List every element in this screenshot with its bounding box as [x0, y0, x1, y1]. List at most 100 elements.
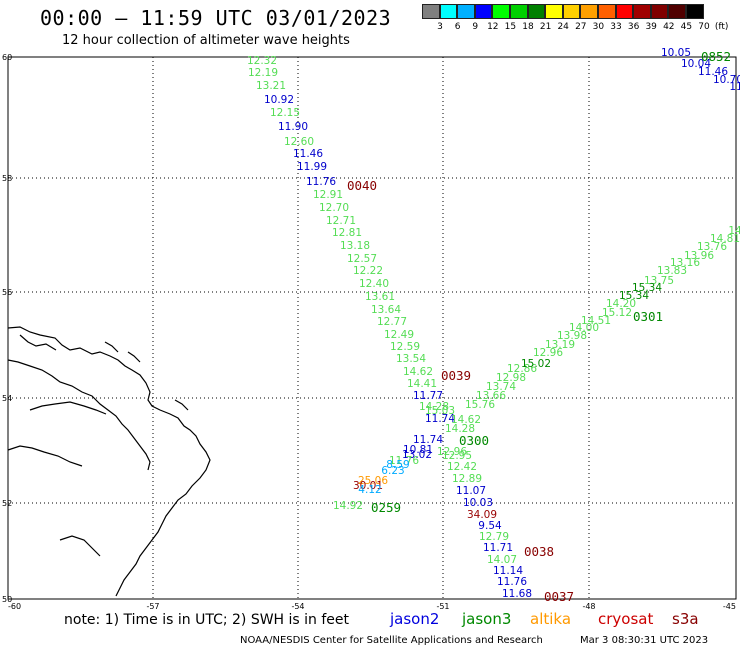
- color-swatch-1: [439, 4, 458, 19]
- color-swatch-12: [633, 4, 651, 19]
- lat-tick-label: 60: [2, 53, 12, 62]
- swh-value: 14.07: [487, 554, 517, 566]
- swh-value: 11.46: [293, 148, 323, 160]
- color-swatch-10: [597, 4, 616, 19]
- lat-tick-label: 58: [2, 174, 12, 183]
- lon-tick-label: -57: [146, 602, 159, 611]
- swh-value: 13.66: [476, 390, 506, 402]
- lon-tick-label: -48: [582, 602, 595, 611]
- swh-value: 13.83: [657, 265, 687, 277]
- lon-tick-label: -51: [436, 602, 449, 611]
- color-swatch-15: [685, 4, 704, 19]
- swh-value: 14.28: [419, 401, 449, 413]
- swh-value: 15.34: [619, 290, 649, 302]
- swh-value: 12.79: [479, 531, 509, 543]
- swh-value: 13.18: [340, 240, 370, 252]
- color-swatch-9: [580, 4, 598, 19]
- swh-value: 15.03: [425, 405, 455, 417]
- color-scale-label: 70: [698, 22, 710, 32]
- lat-tick-label: 50: [2, 595, 12, 604]
- color-swatch-14: [668, 4, 686, 19]
- swh-value: 10.92: [264, 94, 294, 106]
- swh-value: 14.62: [451, 414, 481, 426]
- map-frame: [7, 56, 737, 600]
- color-scale-labels: 3 6 9 12 15 18 21 24 27 30 33 36 39 42 45 70 (ft): [420, 22, 740, 34]
- swh-value: 12.96: [533, 347, 563, 359]
- swh-value: 12.42: [447, 461, 477, 473]
- color-scale-label: 33: [610, 22, 622, 32]
- swh-value: 14.81: [710, 233, 740, 245]
- pass-time-label: 0852: [701, 49, 731, 64]
- swh-value: 12.22: [353, 265, 383, 277]
- swh-value: 12.95: [442, 450, 472, 462]
- lat-tick-label: 52: [2, 499, 12, 508]
- swh-value: 10.81: [403, 444, 433, 456]
- swh-value: 9.54: [478, 520, 502, 532]
- color-swatch-11: [615, 4, 634, 19]
- color-scale-label: 9: [472, 22, 479, 32]
- satellite-legend-item-s3a: s3a: [672, 610, 699, 628]
- swh-value: 12.98: [496, 372, 526, 384]
- swh-value: 10.70: [713, 74, 740, 86]
- color-scale-label: 3: [437, 22, 443, 32]
- lat-tick-label: 56: [2, 288, 12, 297]
- swh-value: 13.02: [402, 449, 432, 461]
- swh-value: 12.91: [313, 189, 343, 201]
- color-swatch-7: [545, 4, 563, 19]
- swh-value: 11.68: [502, 588, 532, 600]
- swh-value: 11.14: [493, 565, 523, 577]
- swh-value: 14.62: [403, 366, 433, 378]
- color-scale-label: 18: [522, 22, 534, 32]
- swh-value: 12.71: [326, 215, 356, 227]
- pass-time-label: 0300: [459, 433, 489, 448]
- swh-value: 11.76: [389, 455, 419, 467]
- lon-tick-label: -45: [723, 602, 736, 611]
- satellite-legend-item-jason3: jason3: [462, 610, 512, 628]
- swh-value: 13.21: [256, 80, 286, 92]
- color-swatch-6: [527, 4, 546, 19]
- pass-time-label: 0038: [524, 544, 554, 559]
- swh-value: 14.92: [333, 500, 363, 512]
- color-swatch-8: [562, 4, 581, 19]
- color-scale-label: 24: [557, 22, 569, 32]
- pass-time-label: 0040: [347, 178, 377, 193]
- swh-value: 10.03: [463, 497, 493, 509]
- lon-tick-label: -60: [8, 602, 21, 611]
- swh-value: 12.49: [384, 329, 414, 341]
- swh-value: 13.96: [684, 250, 714, 262]
- color-scale: [422, 4, 704, 21]
- swh-value: 11.07: [456, 485, 486, 497]
- swh-value: 11.90: [278, 121, 308, 133]
- swh-value: 13.75: [644, 275, 674, 287]
- pass-time-label: 0039: [441, 368, 471, 383]
- swh-value: 13.98: [557, 330, 587, 342]
- swh-value: 11.74: [425, 413, 455, 425]
- color-scale-label: 6: [454, 22, 461, 32]
- color-swatch-0: [422, 4, 440, 19]
- swh-value: 13.54: [396, 353, 426, 365]
- color-scale-label: 42: [663, 22, 675, 32]
- swh-value: 14.28: [445, 423, 475, 435]
- color-scale-label: 15: [504, 22, 517, 32]
- swh-value: 12.70: [319, 202, 349, 214]
- swh-value: 12.32: [247, 55, 277, 67]
- swh-value: 12.59: [390, 341, 420, 353]
- pass-time-label: 0301: [633, 309, 663, 324]
- swh-value: 12.15: [270, 107, 300, 119]
- swh-value: 12.86: [507, 363, 537, 375]
- swh-value: 11.76: [306, 176, 336, 188]
- satellite-legend-item-altika: altika: [530, 610, 572, 628]
- swh-value: 14.41: [407, 378, 437, 390]
- swh-value: 14.00: [569, 322, 599, 334]
- swh-value: 13.76: [697, 241, 727, 253]
- swh-value: 10.05: [661, 47, 691, 59]
- swh-value: 11: [729, 81, 740, 93]
- color-scale-label: 45: [680, 22, 693, 32]
- color-scale-label: 30: [592, 22, 605, 32]
- swh-value: 13.61: [365, 291, 395, 303]
- color-swatch-4: [492, 4, 510, 19]
- swh-value: 12.57: [347, 253, 377, 265]
- color-scale-label: 36: [627, 22, 640, 32]
